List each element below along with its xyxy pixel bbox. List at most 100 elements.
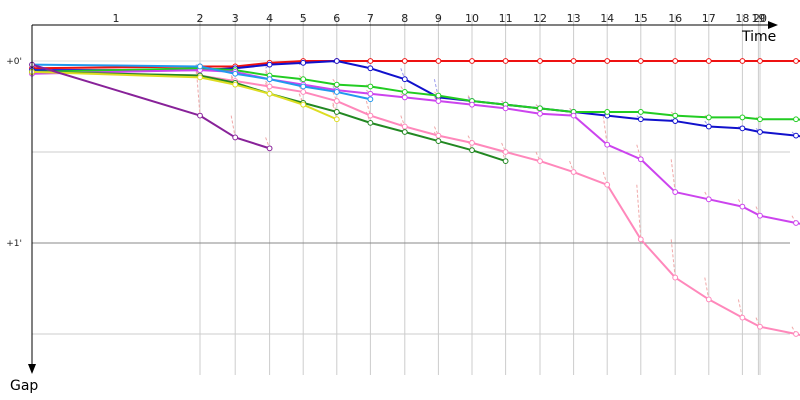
series-point: [637, 109, 644, 115]
series-point: [705, 123, 712, 130]
series-point: [435, 98, 442, 104]
lap-label: 13: [567, 12, 581, 25]
series-point: [300, 101, 307, 108]
series-point: [197, 63, 203, 70]
lap-connector: [230, 115, 236, 138]
axes: +0' +1': [6, 21, 778, 374]
series-point: [367, 83, 374, 90]
series-point: [401, 123, 408, 130]
lap-connector: [755, 206, 761, 216]
series-point: [232, 134, 239, 141]
series-point: [435, 138, 442, 144]
lap-label: 18: [735, 12, 749, 25]
series-point: [672, 118, 679, 124]
lap-label: 16: [668, 12, 682, 25]
series-point: [570, 58, 577, 64]
series-point: [300, 83, 307, 90]
series-point: [197, 74, 203, 81]
series-point: [333, 89, 340, 95]
series-point: [333, 58, 340, 64]
series-point: [757, 212, 763, 219]
lap-label: 7: [367, 12, 374, 25]
series-point: [739, 203, 746, 210]
series-point: [757, 129, 763, 135]
y-axis-arrow: [28, 364, 36, 374]
series-point: [401, 89, 408, 95]
series-point: [401, 58, 408, 64]
series-point: [705, 196, 712, 203]
series-point: [672, 58, 679, 64]
series-point: [367, 58, 374, 64]
lap-connector: [670, 239, 676, 278]
lap-connector: [400, 122, 406, 133]
lap-label: 17: [702, 12, 716, 25]
lap-label: 3: [232, 12, 239, 25]
y-axis-label: Gap: [10, 378, 38, 394]
lap-connector: [195, 64, 201, 116]
series-point: [300, 59, 307, 66]
series-point: [266, 145, 273, 152]
lap-connector: [755, 317, 761, 327]
lap-connector: [332, 91, 338, 102]
lap-label: 20: [753, 12, 767, 25]
series-point: [705, 296, 712, 303]
series-point: [537, 105, 543, 112]
lap-label: 12: [533, 12, 547, 25]
series-point: [637, 156, 644, 163]
series-point: [435, 132, 442, 139]
series-point: [570, 112, 577, 119]
series-point: [637, 58, 644, 64]
series-point: [637, 236, 644, 243]
series-point: [435, 58, 442, 64]
series-point: [300, 89, 307, 95]
lap-label: 15: [634, 12, 648, 25]
series-point: [705, 58, 712, 64]
series-point: [300, 76, 307, 83]
lap-label: 19: [751, 12, 765, 25]
lap-connector: [332, 102, 338, 113]
series-point: [757, 116, 763, 123]
series-point: [502, 58, 509, 64]
series-line-9: [31, 63, 270, 150]
lap-connector: [501, 142, 507, 153]
series-point: [604, 109, 611, 115]
series-point: [793, 58, 799, 64]
lap-connector: [569, 160, 575, 173]
series-point: [604, 58, 611, 64]
lap-connector: [400, 68, 406, 80]
series-point: [537, 158, 543, 165]
lap-label: 4: [266, 12, 273, 25]
series-point: [570, 169, 577, 175]
lap-connector: [737, 299, 743, 318]
series-point: [197, 112, 203, 119]
lap-label: 14: [600, 12, 614, 25]
lap-label: 2: [197, 12, 204, 25]
series-point: [793, 132, 799, 139]
series-point: [266, 83, 273, 90]
series-point: [266, 90, 273, 97]
series-point: [469, 140, 475, 146]
lap-label: 9: [435, 12, 442, 25]
series-point: [367, 90, 374, 97]
y-tick-label: +0': [6, 57, 22, 67]
lap-label: 11: [499, 12, 513, 25]
lap-connector: [636, 184, 642, 240]
series-point: [401, 76, 408, 83]
series-point: [333, 81, 340, 88]
series-point: [739, 125, 746, 132]
y-tick-label: +1': [6, 239, 22, 249]
series-point: [266, 61, 273, 68]
lap-connector: [602, 115, 608, 145]
lap-connector: [670, 159, 676, 193]
series-point: [705, 114, 712, 121]
series-point: [793, 116, 799, 123]
series-point: [401, 94, 408, 101]
series-point: [537, 110, 543, 117]
series-point: [502, 158, 509, 165]
series-point: [502, 149, 509, 155]
series-point: [604, 181, 611, 188]
series-point: [739, 114, 746, 121]
lap-connector: [400, 115, 406, 127]
series-point: [672, 274, 679, 281]
